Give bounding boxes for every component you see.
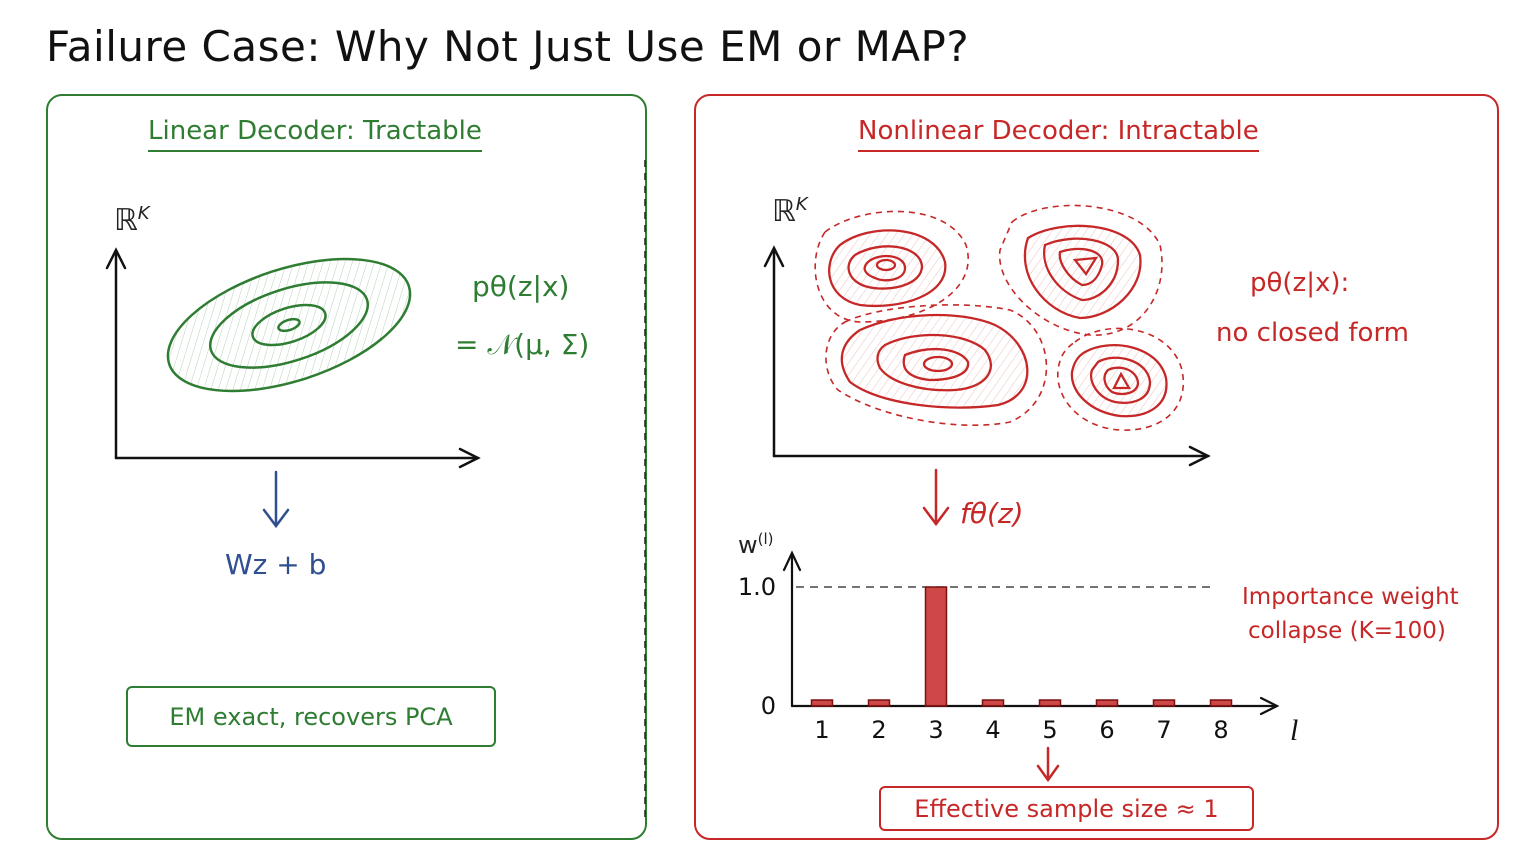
weight-symbol: w — [738, 531, 758, 559]
x-tick-8: 8 — [1213, 716, 1228, 744]
y-tick-1.0: 1.0 — [738, 573, 776, 601]
linear-posterior-label: pθ(z|x) — [472, 270, 570, 303]
posterior-mode-3 — [825, 304, 1048, 427]
x-tick-7: 7 — [1156, 716, 1171, 744]
nonlinear-axes — [763, 245, 1211, 467]
x-tick-3: 3 — [928, 716, 943, 744]
weight-bar-3 — [924, 586, 948, 707]
collapse-annotation-line1: Importance weight — [1242, 584, 1459, 610]
weight-bar-1 — [810, 699, 834, 707]
x-tick-4: 4 — [985, 716, 1000, 744]
nonlinear-posterior-label: pθ(z|x): — [1250, 268, 1350, 298]
x-tick-labels: 1 2 3 4 5 6 7 8 — [814, 716, 1228, 744]
posterior-mode-2 — [998, 204, 1163, 336]
weight-bar-2 — [867, 699, 891, 707]
page-title: Failure Case: Why Not Just Use EM or MAP… — [46, 22, 970, 71]
weight-bar-5 — [1038, 699, 1062, 707]
linear-decoder-panel — [46, 94, 647, 840]
x-tick-2: 2 — [871, 716, 886, 744]
x-axis-label: l — [1290, 714, 1298, 747]
chart-axes — [782, 550, 1280, 716]
weight-bar-4 — [981, 699, 1005, 707]
nonlinear-space-dim: K — [795, 194, 808, 215]
y-tick-labels: 01.0 — [738, 573, 776, 720]
linear-latent-space-label: ℝK — [114, 203, 150, 238]
weight-bar-8 — [1209, 699, 1233, 707]
no-closed-form-text: no closed form — [1216, 318, 1410, 348]
nonlinear-latent-space-label: ℝK — [772, 194, 808, 229]
collapse-annotation-line2: collapse (K=100) — [1248, 618, 1446, 644]
linear-axes — [105, 247, 481, 469]
effective-sample-size-box: Effective sample size ≈ 1 — [879, 786, 1254, 831]
nonlinear-space-symbol: ℝ — [772, 194, 796, 229]
x-tick-6: 6 — [1099, 716, 1114, 744]
linear-space-symbol: ℝ — [114, 203, 138, 238]
weight-bar-7 — [1152, 699, 1176, 707]
gaussian-contours — [166, 257, 412, 393]
linear-decoder-arrow — [262, 470, 290, 529]
linear-panel-heading: Linear Decoder: Tractable — [148, 116, 482, 152]
linear-space-dim: K — [137, 203, 150, 224]
nonlinear-decoder-formula: fθ(z) — [960, 497, 1024, 530]
em-exact-result-box: EM exact, recovers PCA — [126, 686, 496, 747]
x-tick-5: 5 — [1042, 716, 1057, 744]
posterior-mode-1 — [814, 210, 969, 323]
nonlinear-panel-heading: Nonlinear Decoder: Intractable — [858, 116, 1259, 152]
x-tick-1: 1 — [814, 716, 829, 744]
multimodal-posterior — [814, 204, 1185, 431]
bars-layer — [810, 586, 1233, 707]
nonlinear-decoder-arrow — [922, 468, 950, 527]
weight-bar-6 — [1095, 699, 1119, 707]
nonlinear-decoder-panel — [694, 94, 1499, 840]
posterior-mode-4 — [1057, 327, 1185, 431]
weight-index: (l) — [757, 530, 774, 548]
weight-axis-label: w(l) — [738, 530, 774, 559]
linear-posterior-gaussian: = 𝒩(μ, Σ) — [455, 328, 590, 361]
linear-decoder-formula: Wz + b — [225, 548, 327, 581]
y-tick-0: 0 — [761, 692, 776, 720]
result-arrow — [1036, 746, 1060, 783]
